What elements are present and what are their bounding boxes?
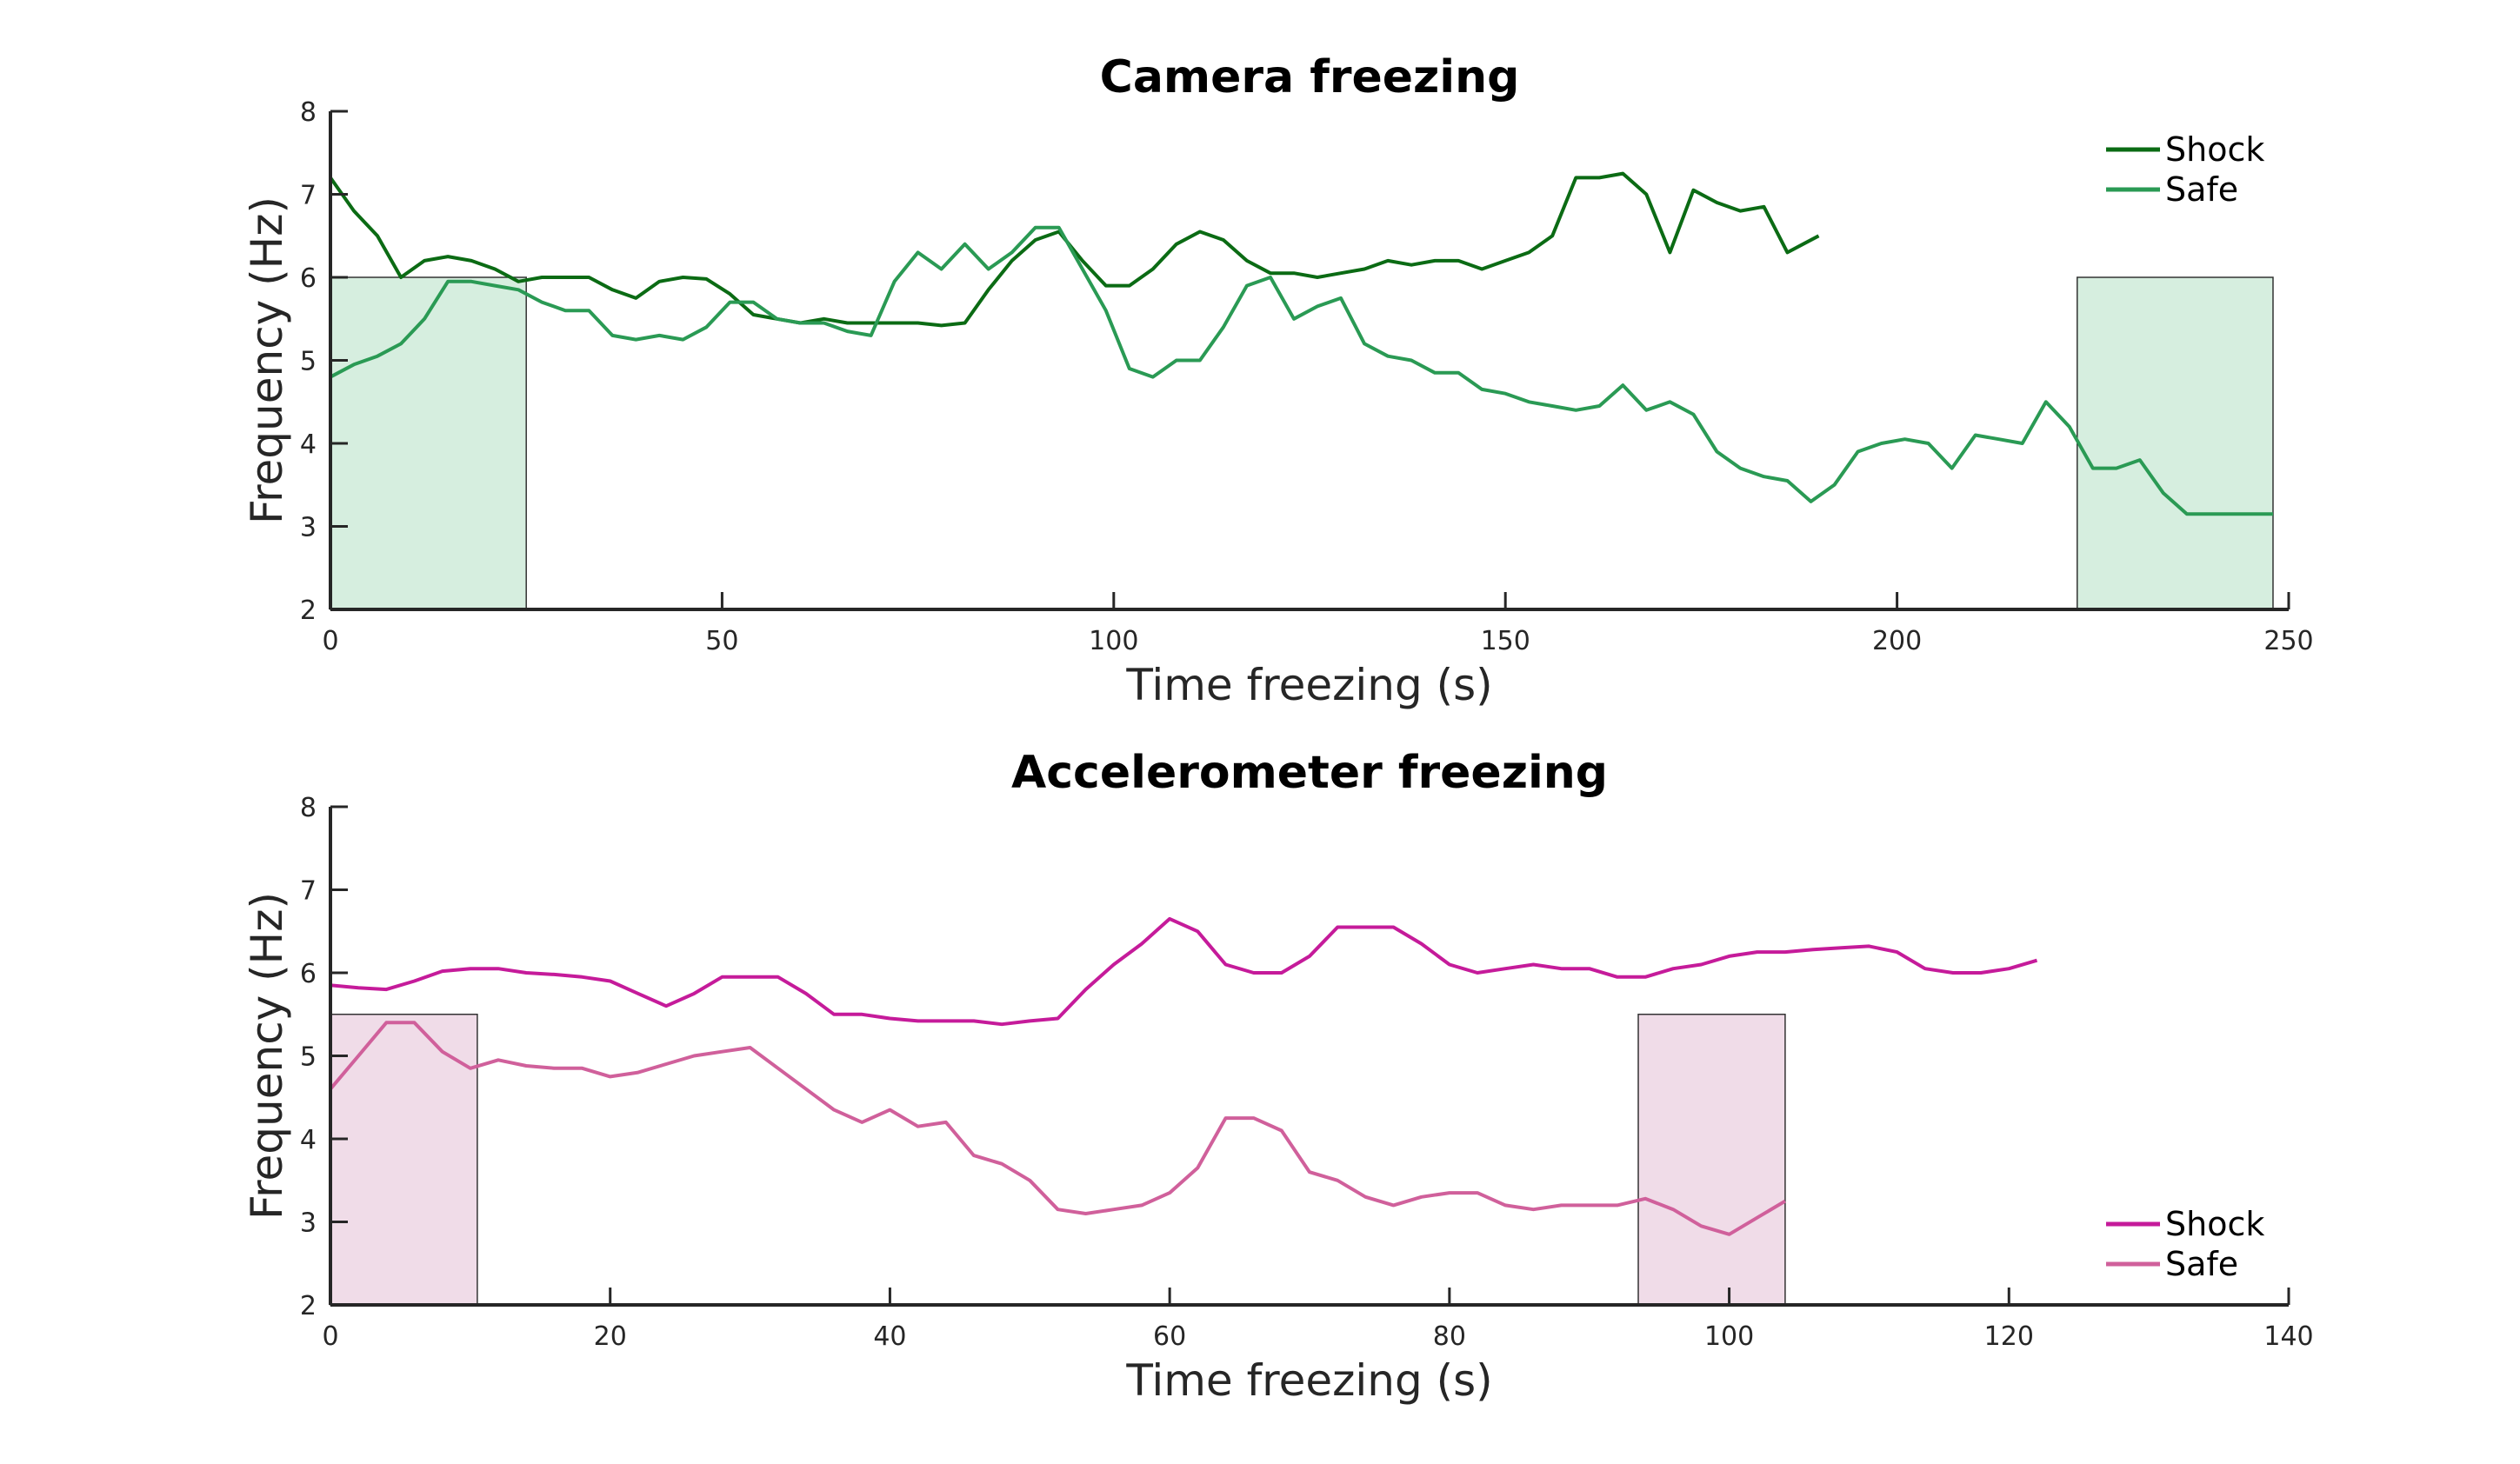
camera-chart-title: Camera freezing bbox=[1100, 51, 1520, 103]
camera-y-tick-label: 6 bbox=[300, 263, 317, 294]
camera-x-tick-label: 200 bbox=[1872, 626, 1922, 656]
accel-x-axis-label: Time freezing (s) bbox=[1125, 1355, 1492, 1406]
camera-y-tick-label: 2 bbox=[300, 596, 317, 626]
accel-legend-label-safe: Safe bbox=[2165, 1245, 2238, 1283]
accel-y-tick-label: 8 bbox=[300, 793, 317, 823]
camera-x-tick-label: 100 bbox=[1089, 626, 1138, 656]
accel-x-tick-label: 20 bbox=[594, 1321, 627, 1352]
accelerometer-freezing-panel: 0 20 40 60 80 100 120 140 2 3 4 5 6 7 8 Accelerometer f… bbox=[242, 747, 2314, 1406]
camera-x-tick-label: 50 bbox=[705, 626, 738, 656]
camera-x-tick-label: 250 bbox=[2263, 626, 2313, 656]
camera-shaded-region-0 bbox=[330, 276, 527, 610]
accel-y-axis-label: Frequency (Hz) bbox=[242, 892, 292, 1220]
camera-shaded-region-1 bbox=[2077, 276, 2274, 610]
accel-x-tick-label: 100 bbox=[1704, 1321, 1754, 1352]
accel-legend-label-shock: Shock bbox=[2165, 1205, 2264, 1243]
accel-series-line-shock bbox=[330, 916, 2038, 1027]
accel-x-tick-label: 80 bbox=[1433, 1321, 1466, 1352]
camera-legend-label-shock: Shock bbox=[2165, 130, 2264, 169]
camera-y-axis-label: Frequency (Hz) bbox=[242, 196, 292, 524]
camera-y-tick-label: 8 bbox=[300, 97, 317, 128]
accel-y-tick-label: 3 bbox=[300, 1208, 317, 1239]
camera-series-line-safe bbox=[330, 225, 2273, 516]
accel-y-tick-label: 2 bbox=[300, 1291, 317, 1321]
accel-series-line-safe bbox=[329, 1021, 1786, 1236]
accel-shaded-region-1 bbox=[1637, 1014, 1786, 1306]
accel-x-tick-label: 0 bbox=[322, 1321, 338, 1352]
accel-x-tick-label: 40 bbox=[873, 1321, 906, 1352]
camera-series-line-shock bbox=[329, 171, 1820, 328]
accel-y-tick-label: 5 bbox=[300, 1042, 317, 1073]
camera-freezing-panel: 0 50 100 150 200 250 2 3 4 5 6 7 8 Camera freezing Tim… bbox=[242, 51, 2314, 710]
accel-x-tick-label: 120 bbox=[1984, 1321, 2034, 1352]
accel-shaded-region-0 bbox=[330, 1014, 478, 1306]
camera-legend-label-safe: Safe bbox=[2165, 170, 2238, 209]
camera-y-tick-label: 7 bbox=[300, 181, 317, 211]
camera-y-tick-label: 4 bbox=[300, 429, 317, 460]
camera-x-tick-label: 150 bbox=[1481, 626, 1530, 656]
accel-chart-title: Accelerometer freezing bbox=[1011, 747, 1608, 799]
accel-y-tick-label: 4 bbox=[300, 1125, 317, 1155]
camera-x-axis-label: Time freezing (s) bbox=[1125, 660, 1492, 710]
accel-x-tick-label: 60 bbox=[1153, 1321, 1186, 1352]
accel-x-tick-label: 140 bbox=[2263, 1321, 2313, 1352]
accel-y-tick-label: 6 bbox=[300, 959, 317, 989]
camera-x-tick-label: 0 bbox=[322, 626, 338, 656]
accel-y-tick-label: 7 bbox=[300, 876, 317, 907]
camera-y-tick-label: 3 bbox=[300, 513, 317, 543]
camera-y-tick-label: 5 bbox=[300, 347, 317, 377]
